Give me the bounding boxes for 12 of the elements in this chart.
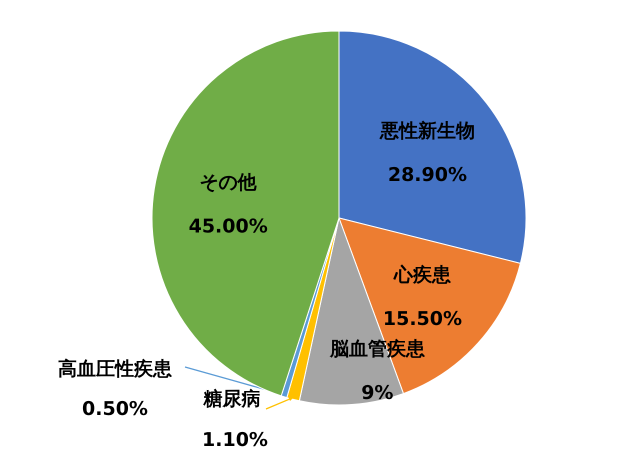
slice-label: 脳血管疾患 [328,338,426,360]
data-label: 45.00% [188,215,268,238]
data-label: 1.10% [202,429,268,451]
data-label: 15.50% [382,308,462,330]
slice-label: 悪性新生物 [378,120,475,142]
slice-label: 高血圧性疾患 [58,358,173,380]
slice-label: その他 [200,171,258,194]
data-label: 28.90% [388,164,468,186]
slice-label: 糖尿病 [202,388,260,410]
data-label: 9% [361,382,394,404]
slice-label: 心疾患 [392,264,452,286]
data-label: 0.50% [82,398,148,420]
